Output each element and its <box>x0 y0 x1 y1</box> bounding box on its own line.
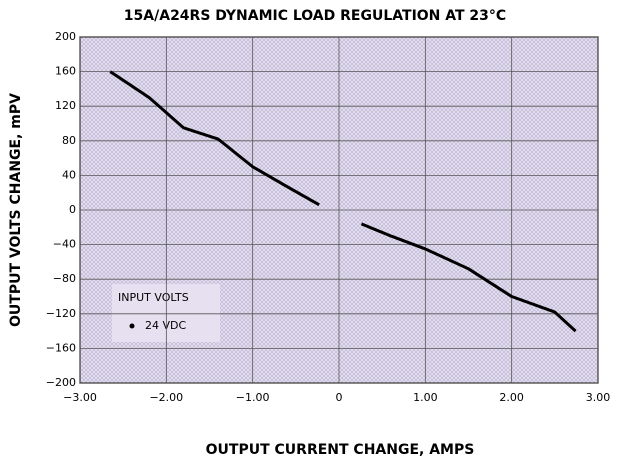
chart-title: 15A/A24RS DYNAMIC LOAD REGULATION AT 23°… <box>124 8 506 24</box>
y-tick-label: 200 <box>55 30 76 43</box>
x-tick-label: −3.00 <box>63 391 97 404</box>
x-tick-label: 0 <box>336 391 343 404</box>
y-tick-label: 0 <box>69 203 76 216</box>
y-tick-label: 40 <box>62 168 76 181</box>
data-line <box>109 70 577 333</box>
legend-title: INPUT VOLTS <box>118 291 189 304</box>
y-tick-label: 160 <box>55 65 76 78</box>
x-tick-label: 1.00 <box>413 391 438 404</box>
y-tick-label: −120 <box>46 307 76 320</box>
y-tick-label: −80 <box>53 272 76 285</box>
x-axis-label: OUTPUT CURRENT CHANGE, AMPS <box>206 442 475 458</box>
x-tick-label: 2.00 <box>499 391 524 404</box>
y-tick-label: −40 <box>53 238 76 251</box>
x-tick-label: −1.00 <box>236 391 270 404</box>
y-tick-label: −200 <box>46 376 76 389</box>
y-axis-label: OUTPUT VOLTS CHANGE, mPV <box>8 93 24 327</box>
legend-label: 24 VDC <box>145 319 186 332</box>
y-tick-label: 120 <box>55 99 76 112</box>
y-tick-label: −160 <box>46 341 76 354</box>
legend-marker <box>129 323 135 329</box>
x-tick-label: −2.00 <box>149 391 183 404</box>
y-tick-label: 80 <box>62 134 76 147</box>
x-tick-label: 3.00 <box>586 391 611 404</box>
